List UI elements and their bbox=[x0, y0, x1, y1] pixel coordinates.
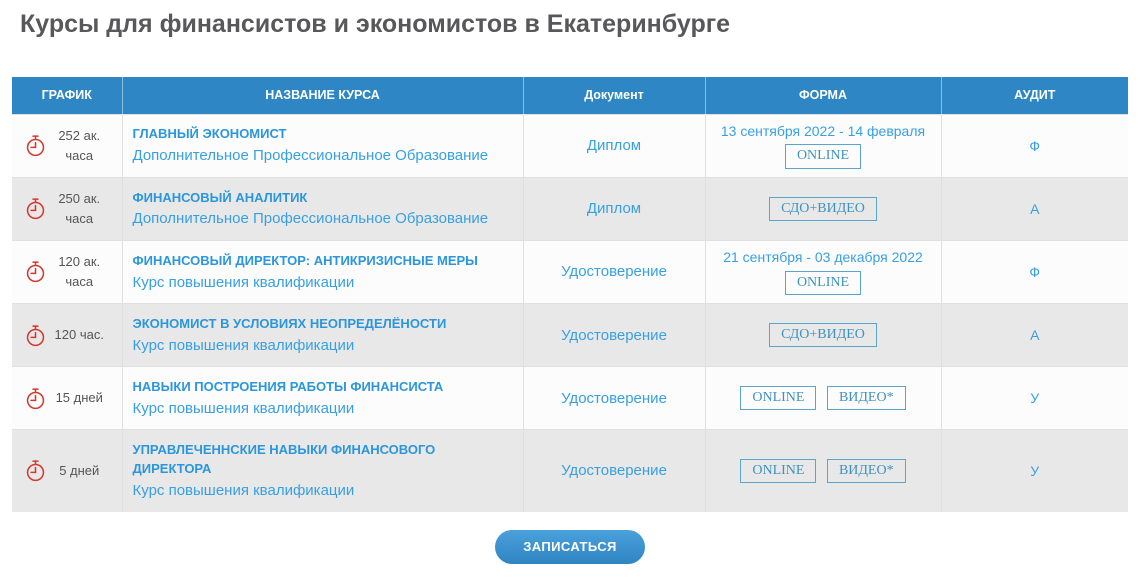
document-label: Диплом bbox=[586, 200, 642, 218]
audit-label: У bbox=[1030, 390, 1040, 407]
schedule-text: 120 час. bbox=[54, 327, 104, 343]
form-badge: СДО+ВИДЕО bbox=[769, 322, 877, 348]
form-badge: ONLINE bbox=[784, 144, 862, 169]
table-row: 120 час. ЭКОНОМИСТ В УСЛОВИЯХ НЕОПРЕДЕЛЁ… bbox=[12, 303, 1128, 367]
header-course-name: НАЗВАНИЕ КУРСА bbox=[121, 77, 523, 114]
audit-label: А bbox=[1030, 200, 1040, 217]
course-subtitle: Курс повышения квалификации bbox=[132, 273, 355, 291]
header-audit: АУДИТ bbox=[940, 77, 1128, 114]
audit-label: Ф bbox=[1029, 137, 1041, 154]
header-form: ФОРМА bbox=[704, 77, 941, 114]
audit-label: А bbox=[1030, 327, 1040, 344]
stopwatch-icon bbox=[24, 459, 47, 482]
stopwatch-icon bbox=[24, 260, 47, 283]
course-link[interactable]: ГЛАВНЫЙ ЭКОНОМИСТ bbox=[132, 126, 287, 142]
enroll-button-container: ЗАПИСАТЬСЯ bbox=[0, 529, 1140, 564]
table-row: 252 ак. часа ГЛАВНЫЙ ЭКОНОМИСТ Дополните… bbox=[12, 113, 1128, 178]
course-subtitle: Дополнительное Профессиональное Образова… bbox=[132, 147, 489, 165]
schedule-text: 15 дней bbox=[55, 390, 103, 406]
schedule-text: 252 ак. часа bbox=[58, 128, 101, 163]
document-label: Удостоверение bbox=[561, 326, 667, 344]
course-subtitle: Курс повышения квалификации bbox=[132, 399, 355, 417]
form-badge: ONLINE bbox=[740, 458, 817, 484]
course-link[interactable]: ФИНАНСОВЫЙ АНАЛИТИК bbox=[132, 189, 308, 205]
form-badge: ВИДЕО* bbox=[826, 458, 906, 484]
audit-label: У bbox=[1030, 462, 1040, 479]
table-row: 5 дней УПРАВЛЕЧЕННСКИЕ НАВЫКИ ФИНАНСОВОГ… bbox=[12, 429, 1128, 512]
course-link[interactable]: ФИНАНСОВЫЙ ДИРЕКТОР: АНТИКРИЗИСНЫЕ МЕРЫ bbox=[132, 252, 478, 268]
header-schedule: ГРАФИК bbox=[12, 77, 122, 114]
document-label: Удостоверение bbox=[561, 389, 667, 407]
document-label: Удостоверение bbox=[561, 462, 667, 480]
form-badge: ВИДЕО* bbox=[826, 385, 906, 411]
course-subtitle: Курс повышения квалификации bbox=[132, 336, 355, 354]
table-row: 120 ак. часа ФИНАНСОВЫЙ ДИРЕКТОР: АНТИКР… bbox=[12, 239, 1128, 304]
course-link[interactable]: ЭКОНОМИСТ В УСЛОВИЯХ НЕОПРЕДЕЛЁНОСТИ bbox=[132, 315, 447, 331]
course-subtitle: Дополнительное Профессиональное Образова… bbox=[132, 210, 489, 228]
stopwatch-icon bbox=[24, 387, 47, 410]
table-row: 250 ак. часа ФИНАНСОВЫЙ АНАЛИТИК Дополни… bbox=[12, 176, 1128, 241]
table-header-row: ГРАФИК НАЗВАНИЕ КУРСА Документ ФОРМА АУД… bbox=[12, 77, 1128, 114]
document-label: Диплом bbox=[586, 137, 642, 155]
stopwatch-icon bbox=[24, 134, 47, 157]
course-subtitle: Курс повышения квалификации bbox=[132, 481, 355, 499]
page-title: Курсы для финансистов и экономистов в Ек… bbox=[20, 10, 731, 38]
course-link[interactable]: НАВЫКИ ПОСТРОЕНИЯ РАБОТЫ ФИНАНСИСТА bbox=[132, 378, 444, 394]
course-dates: 13 сентября 2022 - 14 февраля bbox=[720, 122, 926, 139]
course-dates: 21 сентября - 03 декабря 2022 bbox=[723, 248, 923, 265]
header-document: Документ bbox=[522, 77, 705, 114]
schedule-text: 120 ак. часа bbox=[58, 254, 101, 289]
document-label: Удостоверение bbox=[561, 263, 667, 281]
course-link[interactable]: УПРАВЛЕЧЕННСКИЕ НАВЫКИ ФИНАНСОВОГО ДИРЕК… bbox=[132, 442, 436, 477]
courses-table: ГРАФИК НАЗВАНИЕ КУРСА Документ ФОРМА АУД… bbox=[12, 77, 1128, 512]
form-badge: ONLINE bbox=[740, 385, 817, 411]
form-badge: ONLINE bbox=[784, 270, 862, 296]
table-row: 15 дней НАВЫКИ ПОСТРОЕНИЯ РАБОТЫ ФИНАНСИ… bbox=[12, 366, 1128, 430]
stopwatch-icon bbox=[24, 324, 47, 347]
schedule-text: 250 ак. часа bbox=[58, 191, 101, 226]
audit-label: Ф bbox=[1029, 263, 1041, 280]
stopwatch-icon bbox=[24, 197, 47, 220]
schedule-text: 5 дней bbox=[59, 463, 100, 479]
form-badge: СДО+ВИДЕО bbox=[769, 196, 877, 222]
enroll-button[interactable]: ЗАПИСАТЬСЯ bbox=[495, 529, 645, 564]
